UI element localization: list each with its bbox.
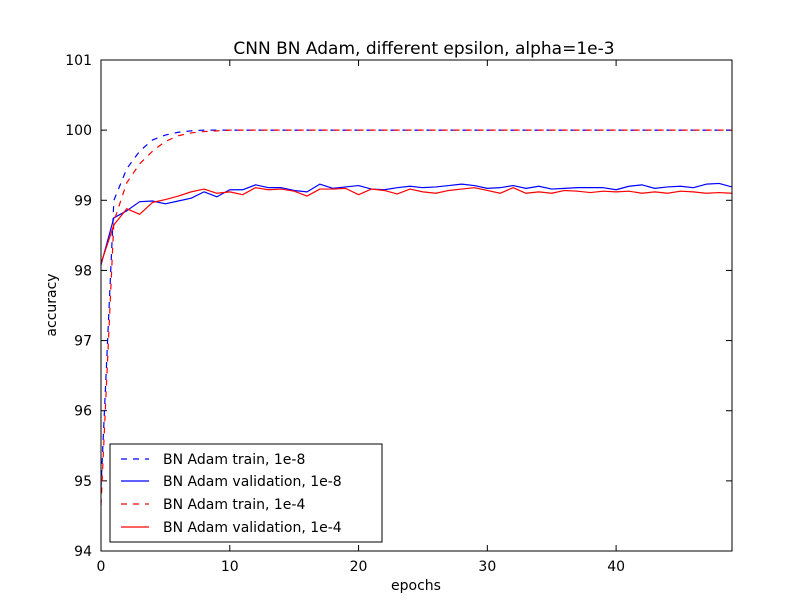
y-tick-label: 97 [74, 334, 92, 350]
y-axis-label: accuracy [44, 273, 60, 336]
axis-ticks: 0 10 20 30 40 94 95 96 97 98 99 100 101 [65, 53, 732, 575]
series-validation-1e-4 [101, 187, 732, 264]
y-tick-label: 96 [74, 404, 92, 420]
series-train-1e-8 [101, 129, 732, 488]
x-tick-label: 40 [607, 559, 625, 575]
legend-label-train-1e-8: BN Adam train, 1e-8 [163, 452, 305, 468]
series-validation-1e-8 [101, 182, 732, 265]
y-tick-label: 99 [74, 193, 92, 209]
y-tick-label: 98 [74, 263, 92, 279]
y-tick-label: 100 [65, 123, 92, 139]
y-tick-label: 95 [74, 474, 92, 490]
x-axis-label: epochs [391, 578, 441, 594]
chart-title: CNN BN Adam, different epsilon, alpha=1e… [233, 39, 614, 59]
x-tick-label: 0 [97, 559, 106, 575]
x-tick-label: 20 [350, 559, 368, 575]
legend-label-validation-1e-4: BN Adam validation, 1e-4 [163, 520, 342, 536]
series-group [101, 129, 732, 506]
x-tick-label: 30 [478, 559, 496, 575]
legend: BN Adam train, 1e-8 BN Adam validation, … [109, 443, 383, 543]
legend-label-validation-1e-8: BN Adam validation, 1e-8 [163, 474, 342, 490]
y-tick-label: 101 [65, 53, 92, 69]
plot-frame [100, 59, 733, 552]
x-tick-label: 10 [221, 559, 239, 575]
series-train-1e-4 [101, 129, 732, 506]
legend-label-train-1e-4: BN Adam train, 1e-4 [163, 497, 305, 513]
legend-box [109, 443, 383, 543]
y-tick-label: 94 [74, 544, 92, 560]
